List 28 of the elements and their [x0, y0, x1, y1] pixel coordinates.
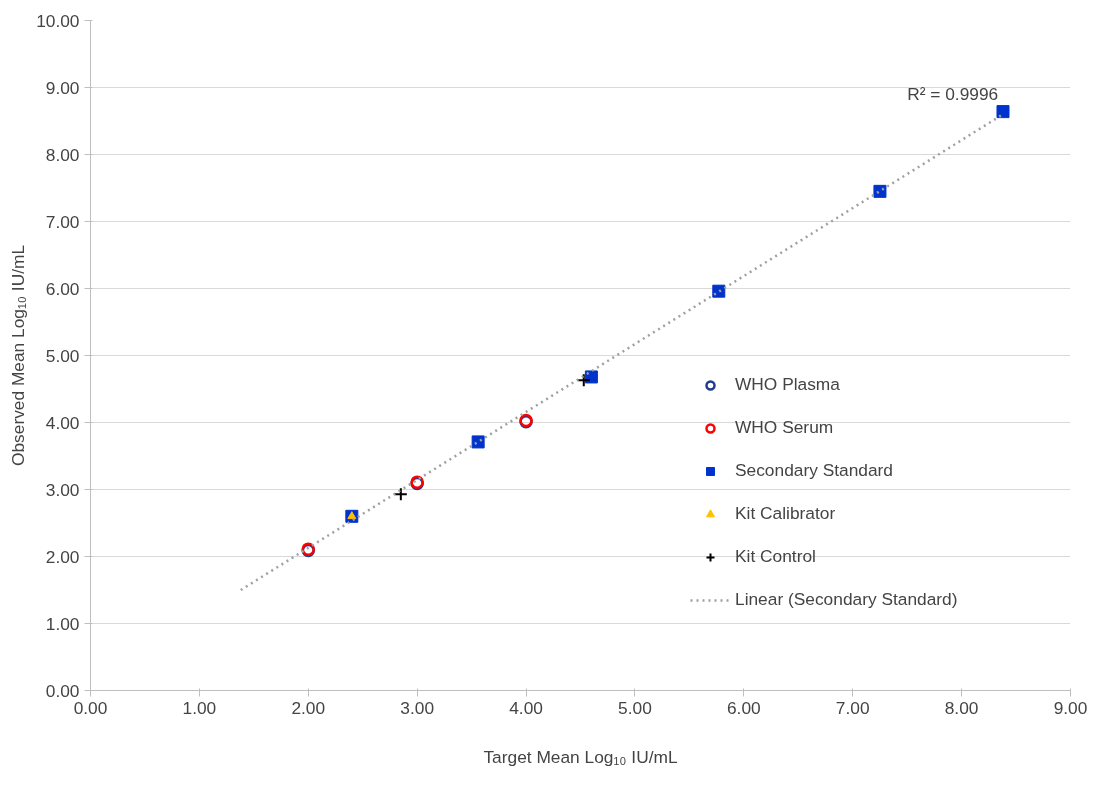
legend-label: WHO Plasma	[735, 374, 840, 395]
y-tick-label: 4.00	[45, 412, 80, 433]
x-tick-label: 1.00	[182, 697, 217, 718]
x-tick-label: 7.00	[835, 697, 870, 718]
y-tick-label: 10.00	[36, 10, 80, 31]
x-axis-title: Target Mean Log₁₀ IU/mL	[483, 746, 678, 767]
x-tick-label: 4.00	[509, 697, 543, 718]
y-tick-label: 9.00	[45, 77, 80, 98]
legend-label: WHO Serum	[735, 417, 834, 438]
y-tick-label: 8.00	[45, 144, 80, 165]
y-tick-label: 2.00	[45, 546, 80, 567]
x-tick-label: 5.00	[618, 697, 652, 718]
y-tick-label: 7.00	[45, 211, 80, 232]
y-tick-label: 6.00	[45, 278, 80, 299]
y-tick-label: 1.00	[45, 613, 80, 634]
x-tick-label: 8.00	[944, 697, 979, 718]
y-axis-title: Observed Mean Log₁₀ IU/mL	[8, 244, 29, 467]
x-tick-label: 6.00	[726, 697, 761, 718]
annotation: R² = 0.9996	[907, 84, 999, 105]
legend-label: Kit Calibrator	[735, 503, 836, 524]
x-tick-label: 3.00	[400, 697, 435, 718]
legend-label: Kit Control	[735, 546, 816, 567]
y-tick-label: 5.00	[45, 345, 80, 366]
x-tick-label: 2.00	[291, 697, 326, 718]
legend-label: Linear (Secondary Standard)	[735, 589, 958, 610]
x-tick-label: 9.00	[1053, 697, 1088, 718]
legend-label: Secondary Standard	[735, 460, 893, 481]
y-tick-label: 3.00	[45, 479, 80, 500]
